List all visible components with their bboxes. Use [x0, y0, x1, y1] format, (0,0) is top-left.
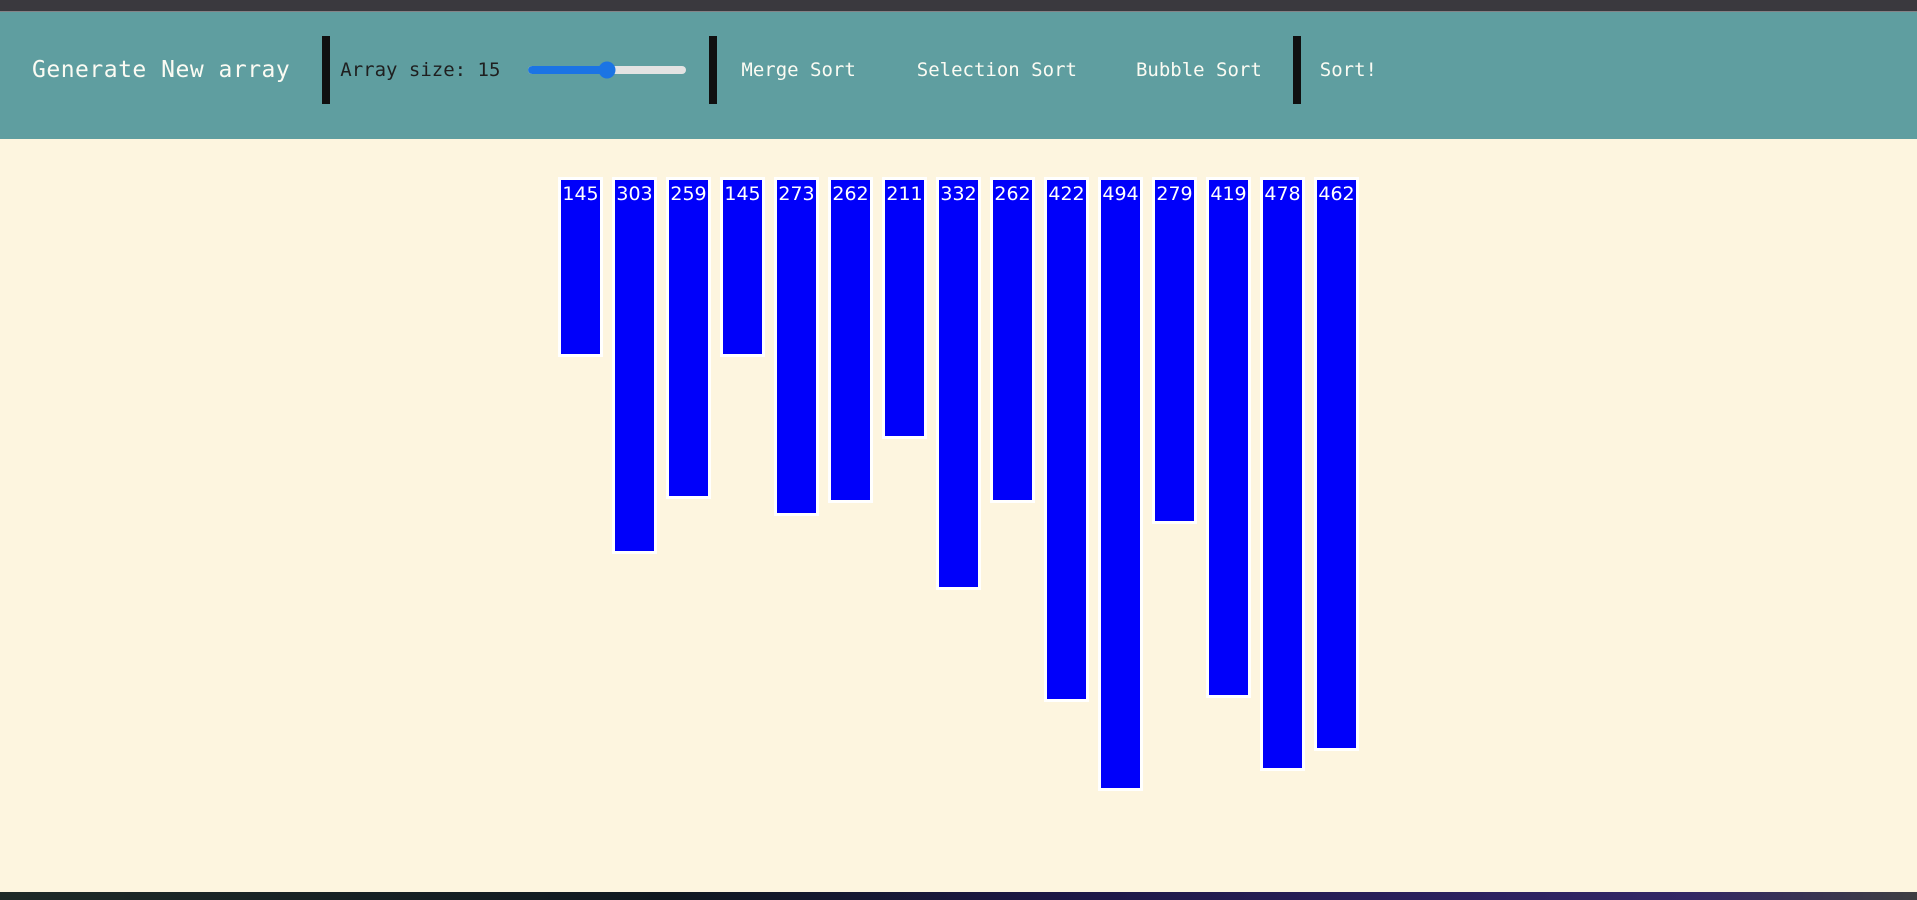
bar-value-label: 279 [1156, 183, 1193, 205]
slider-thumb[interactable] [598, 61, 616, 78]
bar-value-label: 262 [994, 183, 1031, 205]
array-bar: 332 [936, 177, 981, 590]
bar-value-label: 478 [1264, 183, 1301, 205]
navbar-divider [1292, 35, 1301, 104]
bar-value-label: 145 [562, 183, 599, 205]
selection-sort-button[interactable]: Selection Sort [916, 58, 1077, 81]
bubble-sort-button[interactable]: Bubble Sort [1135, 58, 1262, 81]
array-bar: 303 [612, 177, 657, 554]
array-bar: 145 [720, 177, 765, 357]
array-size-slider[interactable] [528, 61, 687, 78]
merge-sort-button[interactable]: Merge Sort [741, 58, 856, 81]
array-bar: 462 [1314, 177, 1359, 751]
bar-value-label: 494 [1102, 183, 1139, 205]
sort-button[interactable]: Sort! [1319, 58, 1377, 81]
bar-value-label: 145 [724, 183, 761, 205]
bar-value-label: 259 [670, 183, 707, 205]
array-bar: 279 [1152, 177, 1197, 524]
array-bar: 273 [774, 177, 819, 516]
bar-value-label: 422 [1048, 183, 1085, 205]
window-top-strip [0, 0, 1917, 12]
bar-value-label: 419 [1210, 183, 1247, 205]
navbar-divider [709, 35, 718, 104]
array-bar: 494 [1098, 177, 1143, 791]
array-bar: 478 [1260, 177, 1305, 771]
navbar-divider [322, 35, 331, 104]
bar-value-label: 303 [616, 183, 653, 205]
array-bar: 211 [882, 177, 927, 439]
bar-value-label: 332 [940, 183, 977, 205]
slider-fill [528, 65, 608, 74]
array-bar: 422 [1044, 177, 1089, 702]
window-bottom-strip [0, 892, 1917, 900]
bar-value-label: 462 [1318, 183, 1355, 205]
array-bar: 262 [828, 177, 873, 503]
array-bar: 262 [990, 177, 1035, 503]
array-bar: 145 [558, 177, 603, 357]
bar-value-label: 262 [832, 183, 869, 205]
visualizer-area: 145 303 259 145 273 262 211 332 262 422 494 279 419 4… [0, 139, 1917, 892]
navbar: Generate New array Array size: 15 Merge … [0, 12, 1917, 139]
array-bar: 259 [666, 177, 711, 499]
bar-value-label: 211 [886, 183, 923, 205]
array-bar: 419 [1206, 177, 1251, 698]
bars-container: 145 303 259 145 273 262 211 332 262 422 494 279 419 4… [0, 139, 1917, 791]
bar-value-label: 273 [778, 183, 815, 205]
array-size-label: Array size: 15 [340, 58, 501, 81]
generate-new-array-button[interactable]: Generate New array [32, 56, 291, 83]
